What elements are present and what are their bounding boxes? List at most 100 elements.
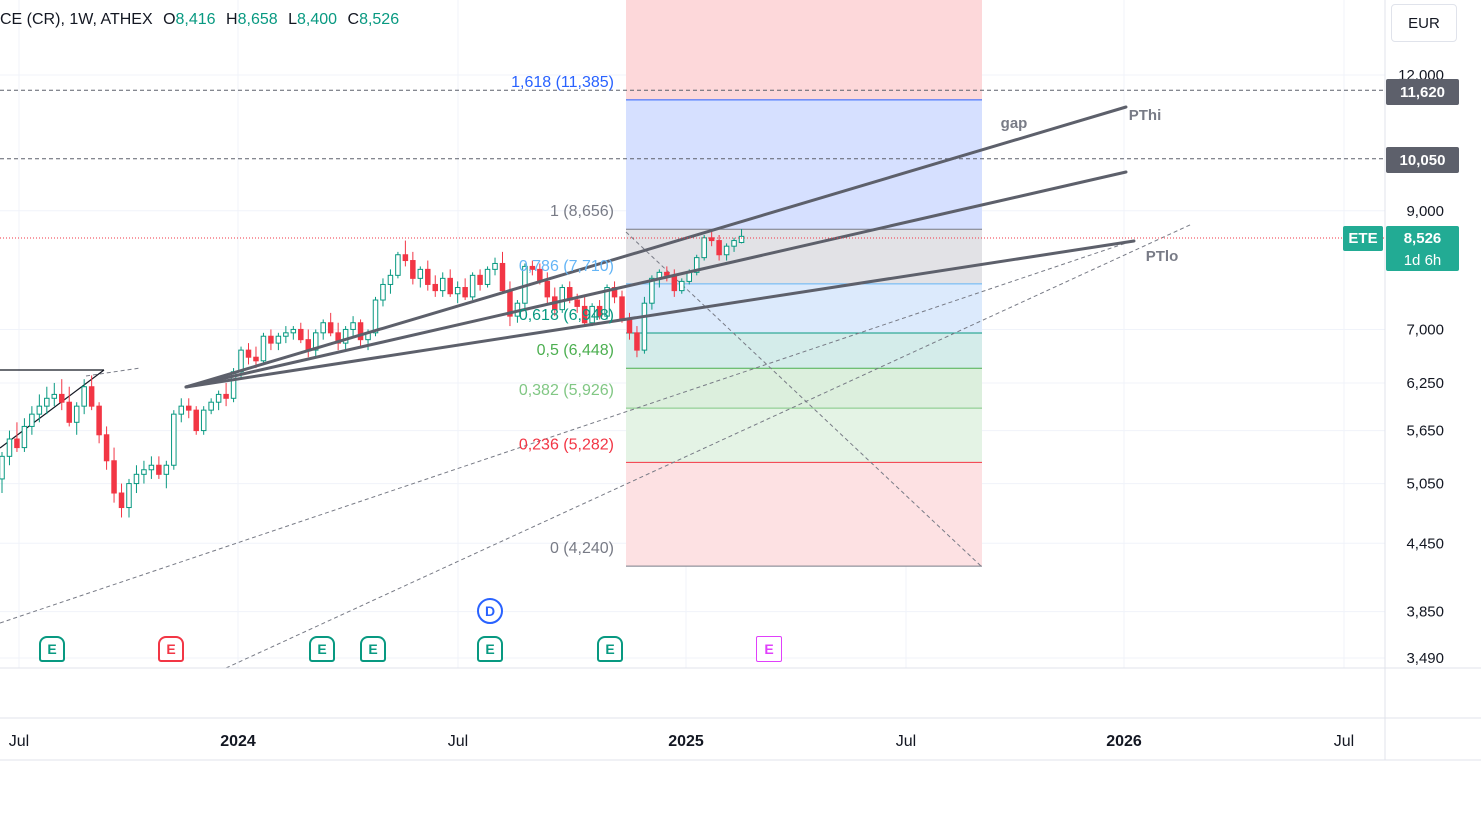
candle-body[interactable] (245, 349, 252, 358)
candle-body[interactable] (723, 245, 730, 256)
candle-body[interactable] (126, 483, 132, 509)
fib-level-label[interactable]: 0,786 (7,710) (519, 258, 614, 275)
fib-retracement-zones[interactable] (626, 0, 982, 567)
fib-labels[interactable]: 1,618 (11,385) 1 (8,656) 0,786 (7,710) 0,61… (511, 74, 614, 557)
candle-body[interactable] (36, 405, 43, 415)
candle-body[interactable] (66, 401, 72, 423)
candle-body[interactable] (395, 254, 401, 276)
candle-body[interactable] (701, 237, 707, 259)
candle-body[interactable] (499, 262, 506, 292)
earnings-marker[interactable]: E (360, 636, 386, 662)
candle-body[interactable] (671, 274, 678, 292)
earnings-marker[interactable]: E (39, 636, 65, 662)
candle-body[interactable] (111, 460, 117, 494)
candle-body[interactable] (88, 386, 95, 407)
candle-body[interactable] (29, 413, 35, 427)
currency-button[interactable]: EUR (1391, 4, 1457, 42)
level-tag-high[interactable]: 11,620 (1386, 79, 1459, 105)
candle-body[interactable] (716, 240, 722, 256)
fib-zone[interactable] (626, 408, 982, 463)
earnings-marker[interactable]: E (597, 636, 623, 662)
last-price-tag[interactable]: 8,526 (1386, 226, 1459, 250)
candle-body[interactable] (589, 305, 595, 324)
candle-body[interactable] (21, 425, 28, 449)
candle-body[interactable] (581, 305, 588, 324)
fib-zone[interactable] (626, 368, 982, 409)
candle-body[interactable] (679, 280, 685, 292)
candle-body[interactable] (148, 464, 155, 471)
fib-zone[interactable] (626, 462, 982, 567)
candle-body[interactable] (200, 409, 207, 432)
candle-body[interactable] (298, 328, 304, 341)
earnings-marker[interactable]: E (477, 636, 503, 662)
candle-body[interactable] (604, 287, 610, 317)
candle-body[interactable] (260, 335, 267, 362)
candle-body[interactable] (327, 322, 334, 334)
candle-body[interactable] (133, 473, 140, 485)
candle-body[interactable] (44, 397, 50, 407)
candle-body[interactable] (559, 287, 565, 311)
fib-zone-top[interactable] (626, 0, 982, 100)
candle-body[interactable] (238, 349, 244, 373)
candle-body[interactable] (178, 405, 185, 415)
candle-body[interactable] (6, 438, 13, 457)
candle-body[interactable] (215, 393, 222, 403)
candle-body[interactable] (290, 328, 297, 334)
candle-body[interactable] (372, 299, 379, 334)
fib-level-label[interactable]: 0,382 (5,926) (519, 382, 614, 399)
candle-body[interactable] (96, 405, 102, 436)
candle-body[interactable] (268, 335, 274, 344)
candle-body[interactable] (171, 413, 177, 466)
fib-level-label[interactable]: 1,618 (11,385) (511, 74, 614, 91)
candle-body[interactable] (693, 257, 700, 273)
candle-body[interactable] (51, 393, 58, 399)
candle-body[interactable] (283, 332, 289, 337)
candle-body[interactable] (649, 277, 655, 304)
candle-body[interactable] (402, 254, 409, 262)
candle-body[interactable] (81, 386, 87, 407)
candle-body[interactable] (312, 332, 319, 351)
annotation-ptlo[interactable]: PTlo (1146, 248, 1179, 265)
candle-body[interactable] (59, 393, 65, 403)
fib-zone[interactable] (626, 99, 982, 230)
candle-body[interactable] (223, 393, 229, 399)
annotations[interactable]: gap PThi PTlo (1001, 107, 1179, 265)
candle-body[interactable] (320, 322, 326, 334)
candle-body[interactable] (357, 322, 364, 341)
candle-body[interactable] (350, 322, 356, 330)
candle-body[interactable] (208, 401, 214, 411)
earnings-marker[interactable]: E (309, 636, 335, 662)
candle-body[interactable] (432, 283, 439, 292)
fib-zone[interactable] (626, 332, 982, 369)
candle-body[interactable] (626, 318, 633, 334)
fib-level-label[interactable]: 0,5 (6,448) (537, 342, 614, 359)
annotation-gap[interactable]: gap (1001, 115, 1028, 132)
candle-body[interactable] (380, 283, 386, 301)
candle-body[interactable] (664, 271, 670, 276)
candle-body[interactable] (275, 335, 282, 344)
candle-body[interactable] (73, 405, 80, 423)
candle-body[interactable] (156, 464, 162, 475)
annotation-pthi[interactable]: PThi (1129, 107, 1162, 124)
dashed-trendlines[interactable] (0, 223, 1193, 669)
candle-body[interactable] (193, 409, 199, 432)
candle-body[interactable] (462, 287, 468, 298)
candle-body[interactable] (387, 274, 394, 285)
candle-body[interactable] (425, 268, 431, 285)
candle-body[interactable] (477, 274, 483, 285)
candle-body[interactable] (253, 356, 259, 362)
candle-body[interactable] (484, 268, 491, 285)
candle-body[interactable] (186, 405, 192, 411)
dividend-marker[interactable]: D (477, 598, 503, 624)
candle-body[interactable] (14, 438, 20, 449)
earnings-marker[interactable]: E (158, 636, 184, 662)
candle-body[interactable] (103, 434, 110, 462)
candle-body[interactable] (0, 455, 5, 480)
candle-body[interactable] (641, 302, 648, 351)
earnings-marker[interactable]: E (756, 636, 782, 662)
candle-body[interactable] (738, 235, 745, 243)
candle-body[interactable] (529, 265, 536, 270)
candle-body[interactable] (141, 469, 147, 475)
candle-body[interactable] (574, 299, 580, 307)
